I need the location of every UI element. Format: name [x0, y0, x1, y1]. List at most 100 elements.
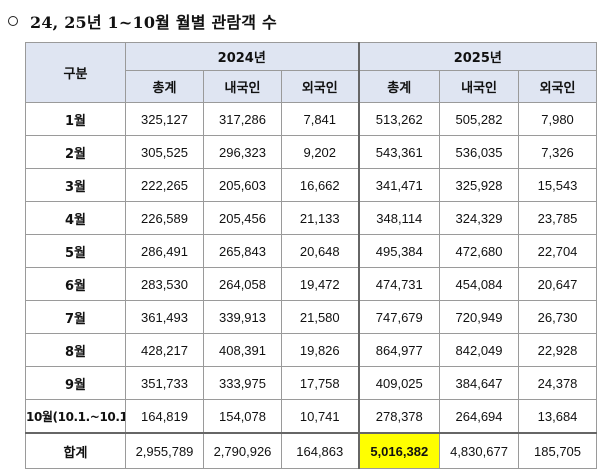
- table-cell: 164,819: [125, 399, 204, 434]
- total-cell: 2,955,789: [125, 432, 204, 469]
- subcol-header-foreign: 외국인: [280, 70, 360, 103]
- table-cell: 317,286: [203, 102, 282, 136]
- row-label: 8월: [25, 333, 126, 367]
- table-cell: 324,329: [439, 201, 520, 235]
- subcol-header-domestic: 내국인: [439, 70, 520, 103]
- table-cell: 154,078: [203, 399, 282, 434]
- total-cell: 185,705: [518, 432, 598, 469]
- row-label: 7월: [25, 300, 126, 334]
- table-cell: 339,913: [203, 300, 282, 334]
- row-label: 9월: [25, 366, 126, 400]
- table-row: 10월(10.1.~10.15.)164,819154,07810,741278…: [25, 399, 598, 434]
- table-cell: 454,084: [439, 267, 520, 301]
- table-cell: 842,049: [439, 333, 520, 367]
- table-row: 7월 361,493 339,913 21,580 747,679 720,949 26,7…: [25, 300, 598, 334]
- table-cell: 22,704: [518, 234, 598, 268]
- table-cell: 26,730: [518, 300, 598, 334]
- group-column-header: 구분: [25, 42, 126, 103]
- row-label: 6월: [25, 267, 126, 301]
- table-row: 2월 305,525 296,323 9,202 543,361 536,035 7,326: [25, 135, 598, 169]
- table-cell: 325,127: [125, 102, 204, 136]
- table-cell: 16,662: [280, 168, 360, 202]
- table-cell: 513,262: [357, 102, 441, 136]
- table-row: 8월 428,217 408,391 19,826 864,977 842,049 22,9…: [25, 333, 598, 367]
- table-cell: 7,841: [280, 102, 360, 136]
- table-cell: 24,378: [518, 366, 598, 400]
- table-cell: 747,679: [357, 300, 441, 334]
- table-cell: 7,326: [518, 135, 598, 169]
- table-cell: 10,741: [280, 399, 360, 434]
- highlighted-total-cell: 5,016,382: [357, 432, 441, 469]
- total-label: 합계: [25, 432, 126, 469]
- table-cell: 505,282: [439, 102, 520, 136]
- table-cell: 286,491: [125, 234, 204, 268]
- table-cell: 19,826: [280, 333, 360, 367]
- table-cell: 296,323: [203, 135, 282, 169]
- table-cell: 9,202: [280, 135, 360, 169]
- row-label: 2월: [25, 135, 126, 169]
- year-header-2025: 2025년: [357, 42, 598, 71]
- table-row: 5월 286,491 265,843 20,648 495,384 472,680 22,7…: [25, 234, 598, 268]
- table-cell: 226,589: [125, 201, 204, 235]
- table-row: 4월 226,589 205,456 21,133 348,114 324,329 23,7…: [25, 201, 598, 235]
- table-cell: 264,694: [439, 399, 520, 434]
- row-label: 3월: [25, 168, 126, 202]
- table-row: 1월 325,127 317,286 7,841 513,262 505,282 7,980: [25, 102, 598, 136]
- table-cell: 15,543: [518, 168, 598, 202]
- table-cell: 351,733: [125, 366, 204, 400]
- subcol-header-total: 총계: [125, 70, 204, 103]
- table-cell: 21,133: [280, 201, 360, 235]
- table-cell: 22,928: [518, 333, 598, 367]
- table-cell: 305,525: [125, 135, 204, 169]
- table-cell: 341,471: [357, 168, 441, 202]
- row-label: 10월(10.1.~10.15.): [25, 399, 126, 434]
- table-cell: 23,785: [518, 201, 598, 235]
- table-cell: 283,530: [125, 267, 204, 301]
- table-cell: 7,980: [518, 102, 598, 136]
- table-cell: 720,949: [439, 300, 520, 334]
- table-cell: 536,035: [439, 135, 520, 169]
- heading-text: 24, 25년 1~10월 월별 관람객 수: [30, 13, 277, 32]
- table-cell: 495,384: [357, 234, 441, 268]
- table-cell: 13,684: [518, 399, 598, 434]
- table-cell: 384,647: [439, 366, 520, 400]
- table-cell: 864,977: [357, 333, 441, 367]
- visitors-table: 구분 2024년 2025년 총계 내국인 외국인 총계 내국인 외국인 1월 3…: [25, 42, 598, 469]
- table-cell: 222,265: [125, 168, 204, 202]
- total-cell: 2,790,926: [203, 432, 282, 469]
- table-cell: 205,456: [203, 201, 282, 235]
- table-row: 6월 283,530 264,058 19,472 474,731 454,084 20,6…: [25, 267, 598, 301]
- table-cell: 408,391: [203, 333, 282, 367]
- table-cell: 333,975: [203, 366, 282, 400]
- table-cell: 264,058: [203, 267, 282, 301]
- table-cell: 20,647: [518, 267, 598, 301]
- row-label: 1월: [25, 102, 126, 136]
- total-cell: 4,830,677: [439, 432, 520, 469]
- table-cell: 265,843: [203, 234, 282, 268]
- table-cell: 17,758: [280, 366, 360, 400]
- table-cell: 348,114: [357, 201, 441, 235]
- row-label: 4월: [25, 201, 126, 235]
- section-heading: 24, 25년 1~10월 월별 관람객 수: [8, 8, 277, 34]
- table-body: 1월 325,127 317,286 7,841 513,262 505,282 7,980…: [25, 102, 598, 469]
- total-cell: 164,863: [280, 432, 360, 469]
- table-cell: 278,378: [357, 399, 441, 434]
- table-cell: 19,472: [280, 267, 360, 301]
- subcol-header-foreign: 외국인: [518, 70, 598, 103]
- table-cell: 21,580: [280, 300, 360, 334]
- table-row: 9월 351,733 333,975 17,758 409,025 384,647 24,3…: [25, 366, 598, 400]
- table-cell: 543,361: [357, 135, 441, 169]
- table-cell: 361,493: [125, 300, 204, 334]
- circle-bullet-icon: [8, 16, 18, 26]
- row-label: 5월: [25, 234, 126, 268]
- subcol-header-domestic: 내국인: [203, 70, 282, 103]
- table-row: 3월 222,265 205,603 16,662 341,471 325,928 15,5…: [25, 168, 598, 202]
- subcol-header-total: 총계: [357, 70, 441, 103]
- table-cell: 428,217: [125, 333, 204, 367]
- table-cell: 205,603: [203, 168, 282, 202]
- table-cell: 409,025: [357, 366, 441, 400]
- table-cell: 474,731: [357, 267, 441, 301]
- year-header-2024: 2024년: [124, 42, 360, 71]
- total-row: 합계 2,955,789 2,790,926 164,863 5,016,382 4,83…: [25, 432, 598, 469]
- table-cell: 20,648: [280, 234, 360, 268]
